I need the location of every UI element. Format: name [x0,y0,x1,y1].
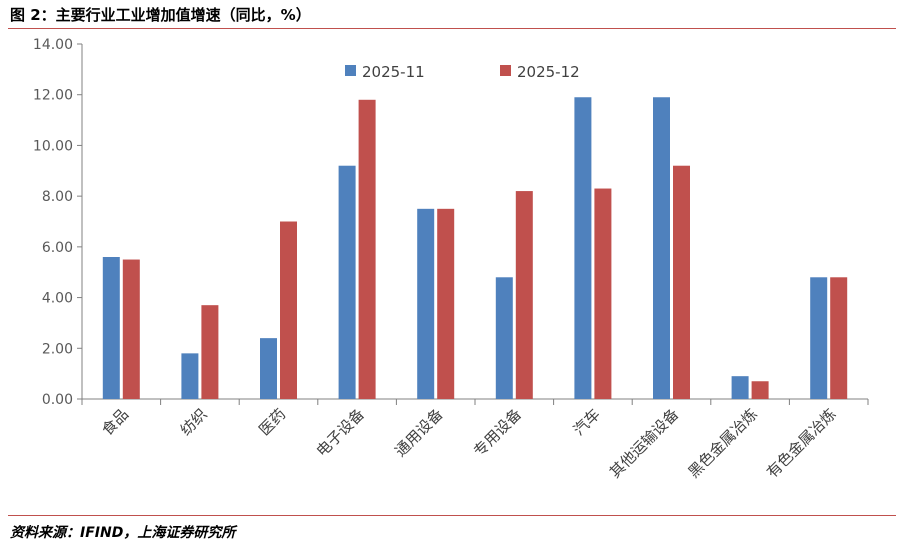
bar-2025-11 [338,165,356,399]
bar-2025-11 [810,277,828,399]
x-tick-label: 电子设备 [313,405,368,460]
bar-2025-11 [574,97,592,399]
y-tick-label: 4.00 [42,291,73,307]
legend-swatch [500,65,511,76]
source-divider [8,515,896,516]
y-tick-label: 8.00 [42,189,73,205]
bar-2025-12 [673,165,690,399]
bar-2025-11 [417,208,435,399]
x-tick-label: 医药 [255,405,289,439]
bar-2025-12 [201,305,219,399]
bar-2025-11 [495,277,513,399]
legend-swatch [345,65,356,76]
x-tick-label: 食品 [98,405,132,439]
y-tick-label: 14.00 [33,37,73,53]
x-tick-label: 通用设备 [391,405,446,460]
legend-label: 2025-11 [362,63,425,81]
bar-2025-11 [653,97,670,399]
bar-2025-12 [358,99,376,400]
y-tick-label: 12.00 [33,88,73,104]
bar-2025-12 [594,188,612,399]
x-tick-label: 汽车 [570,405,604,439]
legend-label: 2025-12 [517,63,580,81]
y-tick-label: 0.00 [42,392,73,408]
bar-2025-12 [830,277,848,399]
x-tick-label: 有色金属冶炼 [763,405,839,481]
x-tick-label: 专用设备 [470,405,525,460]
y-tick-label: 6.00 [42,240,73,256]
bar-2025-11 [260,338,277,399]
y-tick-label: 10.00 [33,138,73,154]
bar-chart: 0.00 2.00 4.00 6.00 8.00 10.00 12.00 14.00 食品 纺织 医… [33,37,869,481]
y-tick-label: 2.00 [42,341,73,357]
source-note: 资料来源：IFIND，上海证券研究所 [10,525,236,541]
x-tick-label: 黑色金属冶炼 [685,405,761,481]
x-tick-label: 纺织 [177,405,211,439]
bar-2025-11 [102,257,120,399]
bar-2025-11 [731,376,749,399]
bar-2025-12 [122,259,140,399]
bar-2025-12 [751,381,769,399]
bar-2025-11 [181,353,199,399]
x-tick-label: 其他运输设备 [606,405,682,481]
chart-title: 图 2：主要行业工业增加值增速（同比，%） [10,6,311,24]
bar-2025-12 [437,208,455,399]
bar-2025-12 [515,191,533,399]
title-divider [8,28,896,29]
bar-2025-12 [280,221,297,399]
